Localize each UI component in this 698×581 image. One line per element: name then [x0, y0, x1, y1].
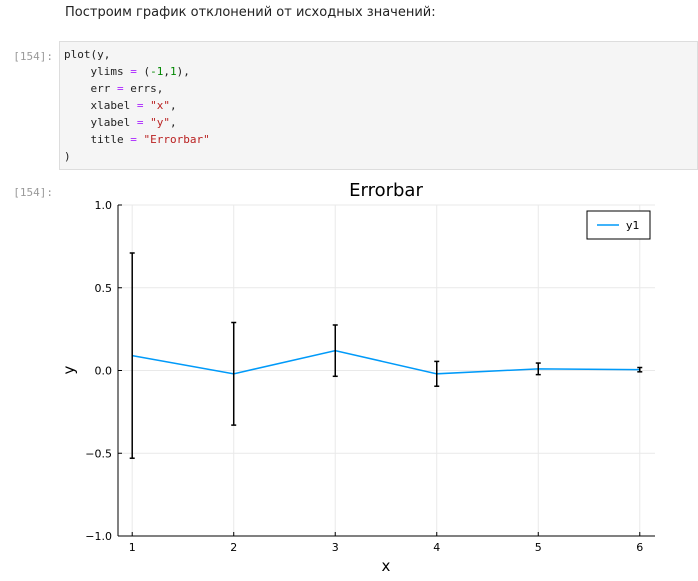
y-tick-label: −0.5 [85, 447, 112, 460]
errorbar-chart: 1 2 3 4 5 6 −1.0 −0.5 0.0 0.5 1.0 Errorbar x y y1 [60, 180, 655, 575]
code-token: , [163, 65, 170, 78]
legend: y1 [586, 210, 651, 240]
code-line: xlabel = "x", [64, 99, 177, 112]
code-line: ) [64, 150, 71, 163]
code-token: ylims [64, 65, 131, 78]
code-token: = [136, 116, 144, 129]
input-prompt: [154]: [13, 50, 53, 63]
code-token: = [130, 133, 137, 146]
series-line [132, 349, 640, 375]
code-token: , [169, 116, 177, 129]
code-editor[interactable]: plot(y, ylims = (-1,1), err = errs, xlab… [60, 42, 697, 165]
tick-labels: 1 2 3 4 5 6 −1.0 −0.5 0.0 0.5 1.0 [85, 199, 643, 554]
code-token: ( [136, 65, 151, 78]
code-cell[interactable]: plot(y, ylims = (-1,1), err = errs, xlab… [59, 41, 698, 170]
code-token: ylabel [64, 116, 137, 129]
y-tick-label: 0.5 [95, 282, 113, 295]
code-token: = [136, 99, 144, 112]
code-token: "Errorbar" [143, 133, 210, 146]
errorbars [129, 252, 643, 459]
code-token: ) [64, 150, 71, 163]
code-line: plot(y, [64, 48, 110, 61]
grid [118, 204, 655, 537]
code-token: "x" [150, 99, 170, 112]
code-token: errs, [123, 82, 164, 95]
code-token: = [130, 65, 137, 78]
code-line: title = "Errorbar" [64, 133, 210, 146]
output-prompt: [154]: [13, 186, 53, 199]
y-tick-label: −1.0 [85, 530, 112, 543]
legend-label: y1 [626, 219, 640, 232]
x-tick-label: 3 [332, 541, 339, 554]
code-token: "y" [150, 116, 170, 129]
x-axis-label: x [382, 557, 391, 575]
plot-output: 1 2 3 4 5 6 −1.0 −0.5 0.0 0.5 1.0 Errorbar x y y1 [59, 174, 698, 577]
code-token: 1 [169, 65, 177, 78]
x-tick-label: 5 [535, 541, 542, 554]
x-tick-label: 6 [636, 541, 643, 554]
code-line: err = errs, [64, 82, 163, 95]
code-token: ), [176, 65, 190, 78]
series [132, 349, 640, 375]
code-token: , [169, 99, 177, 112]
code-token: = [116, 82, 124, 95]
code-token: plot(y, [64, 48, 111, 61]
code-token: title [64, 133, 131, 146]
axes [117, 204, 655, 537]
code-line: ylims = (-1,1), [64, 65, 190, 78]
code-line: ylabel = "y", [64, 116, 177, 129]
chart-title: Errorbar [349, 180, 423, 201]
code-token: -1 [150, 65, 164, 78]
y-tick-label: 1.0 [95, 199, 113, 212]
x-tick-label: 1 [129, 541, 136, 554]
x-tick-label: 4 [433, 541, 440, 554]
markdown-text: Построим график отклонений от исходных з… [65, 5, 436, 20]
y-axis-label: y [60, 365, 78, 374]
code-token: err [64, 82, 117, 95]
x-tick-label: 2 [230, 541, 237, 554]
y-tick-label: 0.0 [95, 365, 113, 378]
code-token: xlabel [64, 99, 137, 112]
